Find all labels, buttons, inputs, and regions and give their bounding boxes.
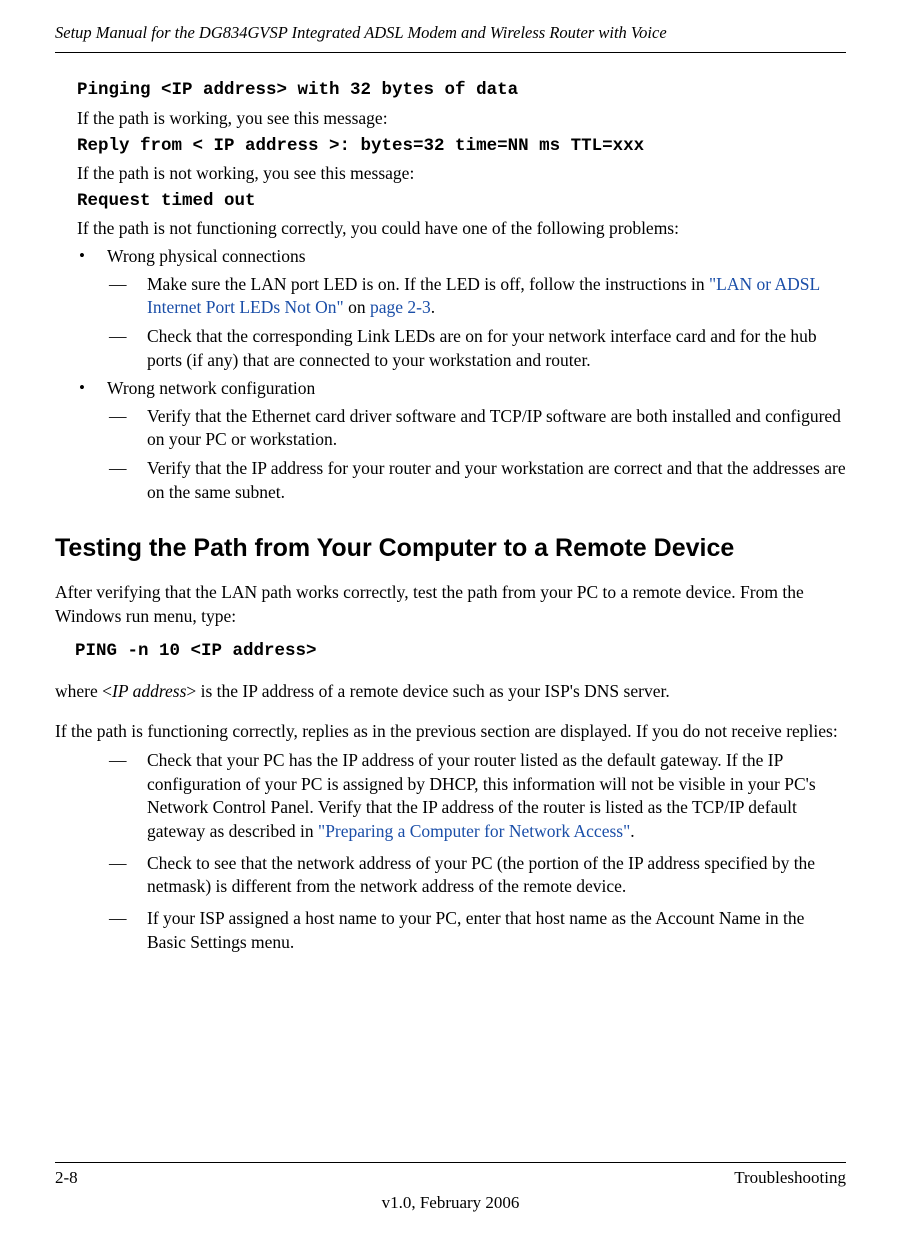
code-ping-cmd: Pinging <IP address> with 32 bytes of da… — [77, 79, 846, 103]
dash-item: If your ISP assigned a host name to your… — [107, 907, 846, 954]
where-italic: IP address — [112, 681, 186, 701]
code-timeout-msg: Request timed out — [77, 190, 846, 214]
code-reply-msg: Reply from < IP address >: bytes=32 time… — [77, 135, 846, 159]
text-where-clause: where <IP address> is the IP address of … — [55, 680, 846, 704]
dash-item: Verify that the Ethernet card driver sof… — [107, 405, 846, 452]
where-pre: where < — [55, 681, 112, 701]
footer-page-number: 2-8 — [55, 1167, 78, 1190]
dash-text-post: . — [431, 297, 435, 317]
link-preparing-computer[interactable]: "Preparing a Computer for Network Access… — [318, 821, 630, 841]
dash-list-network: Verify that the Ethernet card driver sof… — [107, 405, 846, 505]
dash-item: Check that the corresponding Link LEDs a… — [107, 325, 846, 372]
footer-version: v1.0, February 2006 — [55, 1192, 846, 1215]
dash-text-post: . — [630, 821, 634, 841]
bullet-label: Wrong network configuration — [107, 378, 315, 398]
bullet-label: Wrong physical connections — [107, 246, 306, 266]
dash-item: Make sure the LAN port LED is on. If the… — [107, 273, 846, 320]
dash-text-on: on — [344, 297, 370, 317]
bullet-list-problems: Wrong physical connections Make sure the… — [77, 245, 846, 504]
dash-text-pre: Make sure the LAN port LED is on. If the… — [147, 274, 709, 294]
where-post: > is the IP address of a remote device s… — [186, 681, 669, 701]
bullet-item-physical: Wrong physical connections Make sure the… — [77, 245, 846, 372]
bullet-item-network: Wrong network configuration Verify that … — [77, 377, 846, 504]
dash-list-physical: Make sure the LAN port LED is on. If the… — [107, 273, 846, 373]
link-page-2-3[interactable]: page 2-3 — [370, 297, 431, 317]
page-footer: 2-8 Troubleshooting v1.0, February 2006 — [55, 1162, 846, 1215]
dash-item: Check to see that the network address of… — [107, 852, 846, 899]
dash-item: Check that your PC has the IP address of… — [107, 749, 846, 844]
section-heading-testing-path: Testing the Path from Your Computer to a… — [55, 534, 846, 563]
text-path-not-working: If the path is not working, you see this… — [77, 162, 846, 186]
text-functioning: If the path is functioning correctly, re… — [55, 720, 846, 744]
text-section-intro: After verifying that the LAN path works … — [55, 581, 846, 628]
page-header: Setup Manual for the DG834GVSP Integrate… — [55, 22, 846, 53]
dash-list-remote-checks: Check that your PC has the IP address of… — [107, 749, 846, 954]
footer-chapter: Troubleshooting — [734, 1167, 846, 1190]
code-ping-remote: PING -n 10 <IP address> — [75, 640, 846, 664]
dash-item: Verify that the IP address for your rout… — [107, 457, 846, 504]
text-path-working: If the path is working, you see this mes… — [77, 107, 846, 131]
text-path-problem: If the path is not functioning correctly… — [77, 217, 846, 241]
